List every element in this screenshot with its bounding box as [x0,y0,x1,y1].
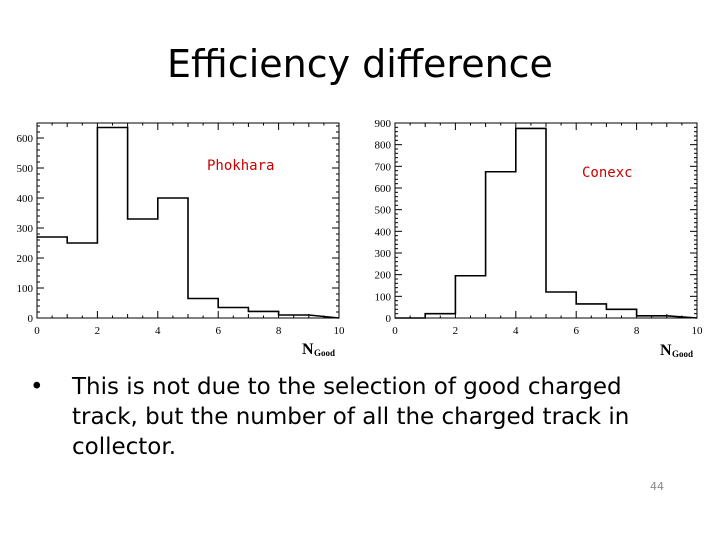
x-tick-label: 4 [155,325,161,337]
series-annotation: Conexc [582,165,633,181]
histogram-bin [37,237,67,318]
x-tick-label: 0 [392,325,398,337]
x-tick-label: 6 [573,325,579,337]
histogram-line [395,127,698,319]
histogram-bin [97,128,127,319]
x-axis-label-subscript: Good [314,348,335,358]
x-tick-label: 2 [453,325,459,337]
y-tick-label: 0 [28,313,34,325]
y-tick-label: 400 [375,226,392,238]
histogram-bin [188,299,218,319]
bullet-point: • This is not due to the selection of go… [30,372,682,462]
x-tick-label: 4 [513,325,519,337]
y-tick-label: 100 [17,283,34,295]
histogram-bin [67,243,97,318]
bullet-marker: • [30,374,44,400]
histogram-line [37,126,340,319]
y-tick-label: 400 [17,193,34,205]
y-tick-label: 600 [17,133,34,145]
y-tick-label: 700 [375,161,392,173]
histogram-bin [158,198,188,318]
y-tick-label: 900 [375,118,392,130]
y-tick-label: 100 [375,291,392,303]
x-tick-label: 6 [215,325,221,337]
y-tick-label: 200 [375,270,392,282]
histogram-conexc: 0 2 4 6 8 100100200300400500600700800900Conex… [375,118,704,359]
histogram-bin [546,292,576,318]
series-annotation: Phokhara [207,158,274,174]
histogram-bin [455,276,485,318]
histogram-bin [486,172,516,318]
y-tick-label: 500 [17,163,34,175]
x-tick-label: 8 [634,325,640,337]
x-tick-label: 10 [692,325,704,337]
histogram-bin [128,219,158,318]
y-tick-label: 800 [375,140,392,152]
x-axis-label-subscript: Good [672,349,693,359]
histogram-bin [516,128,546,318]
y-tick-label: 300 [17,223,34,235]
x-tick-label: 10 [334,325,346,337]
y-tick-label: 200 [17,253,34,265]
x-axis-label: N [660,342,672,359]
x-tick-label: 8 [276,325,282,337]
x-tick-label: 0 [34,325,40,337]
slide-title: Efficiency difference [167,42,553,86]
y-tick-label: 300 [375,248,392,260]
y-tick-label: 0 [386,313,392,325]
y-tick-label: 500 [375,205,392,217]
bullet-text: This is not due to the selection of good… [72,374,630,460]
x-tick-label: 2 [95,325,101,337]
y-tick-label: 600 [375,183,392,195]
x-axis-label: N [302,341,314,358]
page-number: 44 [650,480,664,493]
